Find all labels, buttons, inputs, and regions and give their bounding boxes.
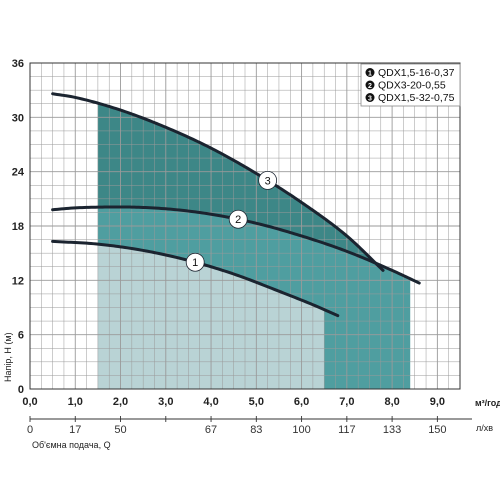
operating-range-fills bbox=[97, 103, 411, 389]
legend-marker-number: 3 bbox=[368, 96, 372, 103]
axes bbox=[29, 62, 472, 422]
x-tick-label: 8,0 bbox=[384, 396, 399, 408]
x-tick-label: 0,0 bbox=[22, 396, 37, 408]
x2-tick-label: 67 bbox=[205, 424, 217, 436]
x2-tick-label: 50 bbox=[114, 424, 126, 436]
x-tick-label: 5,0 bbox=[249, 396, 264, 408]
legend-label-3: QDX1,5-32-0,75 bbox=[378, 92, 455, 104]
curve-marker-label-1: 1 bbox=[192, 257, 198, 269]
legend-marker-3 bbox=[365, 93, 375, 102]
x-tick-label: 2,0 bbox=[113, 396, 128, 408]
legend-marker-1 bbox=[365, 68, 375, 77]
x-axis-label: Об'ємна подача, Q bbox=[32, 440, 111, 450]
x2-tick-label: 117 bbox=[338, 424, 356, 436]
legend-label-1: QDX1,5-16-0,37 bbox=[378, 67, 455, 79]
x2-tick-label: 150 bbox=[428, 424, 446, 436]
y-tick-label: 0 bbox=[18, 384, 24, 396]
x2-tick-label: 17 bbox=[69, 424, 81, 436]
x2-axis-unit: л/хв bbox=[476, 423, 493, 433]
x-tick-label: 1,0 bbox=[68, 396, 83, 408]
legend-marker-2 bbox=[365, 80, 375, 90]
curve-marker-label-2: 2 bbox=[235, 214, 241, 226]
legend: 1 QDX1,5-16-0,37 2 QDX3-20-0,55 3 QDX1,5-32-0… bbox=[360, 63, 461, 107]
legend-label-2: QDX3-20-0,55 bbox=[378, 80, 446, 92]
x-axis-unit: м³/год bbox=[475, 398, 500, 408]
x2-tick-label: 133 bbox=[383, 424, 401, 436]
y-tick-label: 36 bbox=[12, 58, 24, 70]
x-tick-label: 4,0 bbox=[203, 396, 218, 408]
curve-series-3 bbox=[51, 92, 385, 272]
legend-marker-number: 2 bbox=[368, 83, 372, 90]
x-tick-label: 3,0 bbox=[158, 396, 173, 408]
x-tick-label: 6,0 bbox=[294, 396, 309, 408]
legend-box bbox=[360, 63, 461, 107]
curve-marker-circle-1 bbox=[185, 252, 205, 272]
x-tick-label: 9,0 bbox=[430, 396, 445, 408]
curve-marker-circle-3 bbox=[258, 170, 278, 190]
y-axis-label: Напір, H (м) bbox=[3, 332, 13, 382]
curve-markers: 1 2 3 bbox=[185, 170, 278, 272]
plot-frame bbox=[29, 62, 461, 390]
x-tick-label: 7,0 bbox=[339, 396, 354, 408]
y-tick-label: 6 bbox=[18, 330, 24, 342]
y-tick-label: 18 bbox=[12, 221, 24, 233]
curve-marker-circle-2 bbox=[228, 209, 248, 229]
x2-tick-label: 100 bbox=[292, 424, 310, 436]
y-tick-label: 12 bbox=[12, 275, 24, 287]
legend-marker-number: 1 bbox=[368, 71, 372, 78]
x2-tick-label: 83 bbox=[250, 424, 262, 436]
y-tick-label: 30 bbox=[12, 112, 24, 124]
fill-area-2 bbox=[324, 243, 411, 389]
x2-tick-label: 0 bbox=[27, 424, 33, 436]
y-tick-label: 24 bbox=[12, 167, 25, 179]
curve-marker-label-3: 3 bbox=[265, 175, 271, 187]
